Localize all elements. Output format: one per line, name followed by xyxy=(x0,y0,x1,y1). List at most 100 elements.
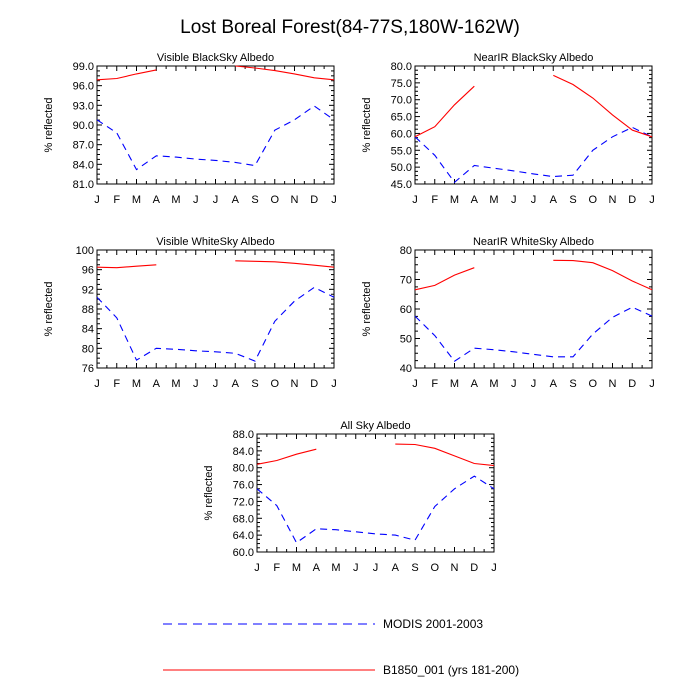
panel-title: Visible WhiteSky Albedo xyxy=(156,236,274,248)
x-tick-label: J xyxy=(213,378,219,390)
x-tick-label: F xyxy=(113,378,120,390)
plot-frame xyxy=(96,249,335,369)
x-tick-label: F xyxy=(431,378,438,390)
y-tick-label: 99.0 xyxy=(73,61,94,73)
series-line-model xyxy=(96,264,157,269)
x-tick-label: O xyxy=(430,562,439,574)
x-tick-label: J xyxy=(649,194,655,206)
x-tick-label: S xyxy=(569,194,576,206)
series-line-modis xyxy=(96,286,335,362)
y-tick-label: 65.0 xyxy=(391,112,412,124)
x-tick-label: A xyxy=(392,562,400,574)
legend: MODIS 2001-2003 B1850_001 (yrs 181-200) xyxy=(163,617,519,677)
x-tick-label: M xyxy=(450,378,459,390)
y-tick-label: 75.0 xyxy=(391,78,412,90)
y-tick-label: 93.0 xyxy=(73,100,94,112)
series-line-modis xyxy=(256,475,495,544)
x-tick-label: M xyxy=(331,562,340,574)
y-tick-label: 80 xyxy=(82,343,94,355)
x-tick-label: A xyxy=(232,194,240,206)
x-tick-label: M xyxy=(489,194,498,206)
panel-title: Visible BlackSky Albedo xyxy=(157,52,274,64)
x-tick-label: J xyxy=(331,378,337,390)
x-tick-label: J xyxy=(412,378,418,390)
x-tick-label: S xyxy=(251,194,258,206)
x-tick-label: J xyxy=(511,378,517,390)
y-tick-label: 84.0 xyxy=(73,159,94,171)
x-tick-label: F xyxy=(113,194,120,206)
y-tick-label: 50.0 xyxy=(391,162,412,174)
x-tick-label: D xyxy=(628,194,636,206)
y-tick-label: 70 xyxy=(400,275,412,287)
x-tick-label: J xyxy=(531,378,537,390)
series-line-model xyxy=(395,443,495,467)
x-tick-label: J xyxy=(412,194,418,206)
series-line-model xyxy=(235,65,335,81)
x-tick-label: A xyxy=(550,378,558,390)
panel-title: All Sky Albedo xyxy=(340,420,410,432)
y-tick-label: 68.0 xyxy=(233,513,254,525)
y-tick-label: 45.0 xyxy=(391,179,412,191)
y-tick-label: 64.0 xyxy=(233,530,254,542)
x-tick-label: J xyxy=(331,194,337,206)
y-tick-label: 40 xyxy=(400,363,412,375)
x-tick-label: J xyxy=(511,194,517,206)
x-tick-label: J xyxy=(94,194,100,206)
y-tick-label: 76.0 xyxy=(233,480,254,492)
plot-frame xyxy=(414,249,653,369)
x-tick-label: J xyxy=(373,562,379,574)
x-tick-label: J xyxy=(353,562,359,574)
x-tick-label: A xyxy=(550,194,558,206)
y-tick-label: 88.0 xyxy=(233,429,254,441)
x-tick-label: N xyxy=(291,378,299,390)
x-tick-label: S xyxy=(411,562,418,574)
x-tick-label: M xyxy=(132,194,141,206)
y-axis-label: % reflected xyxy=(43,97,55,152)
y-tick-label: 55.0 xyxy=(391,145,412,157)
x-tick-label: J xyxy=(649,378,655,390)
y-tick-label: 50 xyxy=(400,334,412,346)
series-line-model xyxy=(553,74,653,138)
x-tick-label: M xyxy=(132,378,141,390)
y-axis-label: % reflected xyxy=(43,281,55,336)
panel-title: NearIR BlackSky Albedo xyxy=(474,52,594,64)
x-tick-label: F xyxy=(273,562,280,574)
x-tick-label: J xyxy=(531,194,537,206)
figure-title: Lost Boreal Forest(84-77S,180W-162W) xyxy=(180,17,520,38)
x-tick-label: F xyxy=(431,194,438,206)
x-tick-label: J xyxy=(193,194,199,206)
y-tick-label: 76 xyxy=(82,363,94,375)
series-line-model xyxy=(235,260,335,268)
x-tick-label: S xyxy=(569,378,576,390)
y-tick-label: 70.0 xyxy=(391,95,412,107)
x-tick-label: J xyxy=(491,562,497,574)
series-line-model xyxy=(414,85,475,138)
y-tick-label: 87.0 xyxy=(73,140,94,152)
y-tick-label: 88 xyxy=(82,304,94,316)
x-tick-label: A xyxy=(153,378,161,390)
series-line-model xyxy=(256,448,317,465)
x-tick-label: J xyxy=(193,378,199,390)
y-tick-label: 60.0 xyxy=(233,547,254,559)
y-axis-label: % reflected xyxy=(361,97,373,152)
x-tick-label: A xyxy=(313,562,321,574)
x-tick-label: J xyxy=(213,194,219,206)
series-line-modis xyxy=(414,306,653,362)
x-tick-label: N xyxy=(609,194,617,206)
x-tick-label: A xyxy=(471,194,479,206)
y-tick-label: 80.0 xyxy=(391,61,412,73)
x-tick-label: A xyxy=(232,378,240,390)
y-axis-label: % reflected xyxy=(203,465,215,520)
y-tick-label: 60 xyxy=(400,304,412,316)
legend-modis-label: MODIS 2001-2003 xyxy=(383,617,483,631)
x-tick-label: O xyxy=(588,378,597,390)
x-tick-label: J xyxy=(94,378,100,390)
y-tick-label: 90.0 xyxy=(73,120,94,132)
y-axis-label: % reflected xyxy=(361,281,373,336)
x-tick-label: D xyxy=(470,562,478,574)
y-tick-label: 96 xyxy=(82,265,94,277)
